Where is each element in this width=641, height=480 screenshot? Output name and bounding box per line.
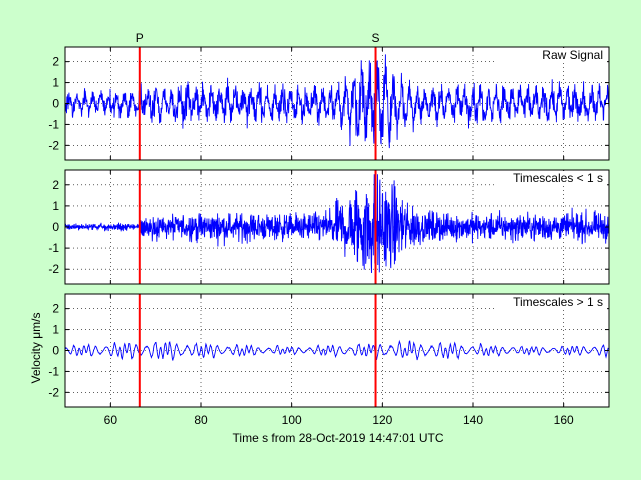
- x-tick-label: 60: [104, 413, 118, 427]
- y-tick-label: 2: [52, 55, 59, 69]
- y-tick-label: 2: [52, 178, 59, 192]
- phase-label-s: S: [372, 31, 380, 45]
- y-tick-label: -1: [48, 241, 59, 255]
- y-tick-label: -1: [48, 117, 59, 131]
- y-tick-label: 0: [52, 344, 59, 358]
- panel-2: -2 -1 0 1 2 Timescales < 1 s: [48, 169, 610, 285]
- x-tick-label: 160: [554, 413, 574, 427]
- x-tick-label: 100: [282, 413, 302, 427]
- x-tick-labels: 60 80 100 120 140 160: [104, 413, 574, 427]
- y-tick-label: -2: [48, 262, 59, 276]
- y-tick-label: -1: [48, 364, 59, 378]
- phase-label-p: P: [136, 31, 144, 45]
- panel-label-bg: [497, 295, 607, 310]
- signal-trace: [64, 54, 610, 149]
- panel-label: Timescales > 1 s: [513, 295, 603, 309]
- x-tick-label: 80: [194, 413, 208, 427]
- panel-label-bg: [497, 48, 607, 63]
- signal-trace: [64, 339, 610, 361]
- panels-group: -2 -1 0 1 2 Raw Signal -2 -1 0 1 2 Timescales < 1 s…: [48, 46, 610, 408]
- panel-label: Raw Signal: [542, 48, 603, 62]
- x-axis-label: Time s from 28-Oct-2019 14:47:01 UTC: [233, 431, 444, 445]
- panel-3: -2 -1 0 1 2 Timescales > 1 s: [48, 293, 610, 408]
- signal-trace: [64, 174, 610, 274]
- y-tick-label: 2: [52, 302, 59, 316]
- x-tick-label: 120: [372, 413, 392, 427]
- y-tick-label: 1: [52, 76, 59, 90]
- panel-1: -2 -1 0 1 2 Raw Signal: [48, 46, 610, 161]
- y-axis-label: Velocity μm/s: [29, 313, 43, 384]
- panel-label: Timescales < 1 s: [513, 171, 603, 185]
- y-tick-label: 0: [52, 220, 59, 234]
- panel-label-bg: [497, 171, 607, 186]
- y-tick-label: 1: [52, 199, 59, 213]
- y-tick-label: 1: [52, 323, 59, 337]
- y-tick-label: 0: [52, 97, 59, 111]
- y-tick-label: -2: [48, 385, 59, 399]
- x-tick-label: 140: [463, 413, 483, 427]
- y-tick-label: -2: [48, 138, 59, 152]
